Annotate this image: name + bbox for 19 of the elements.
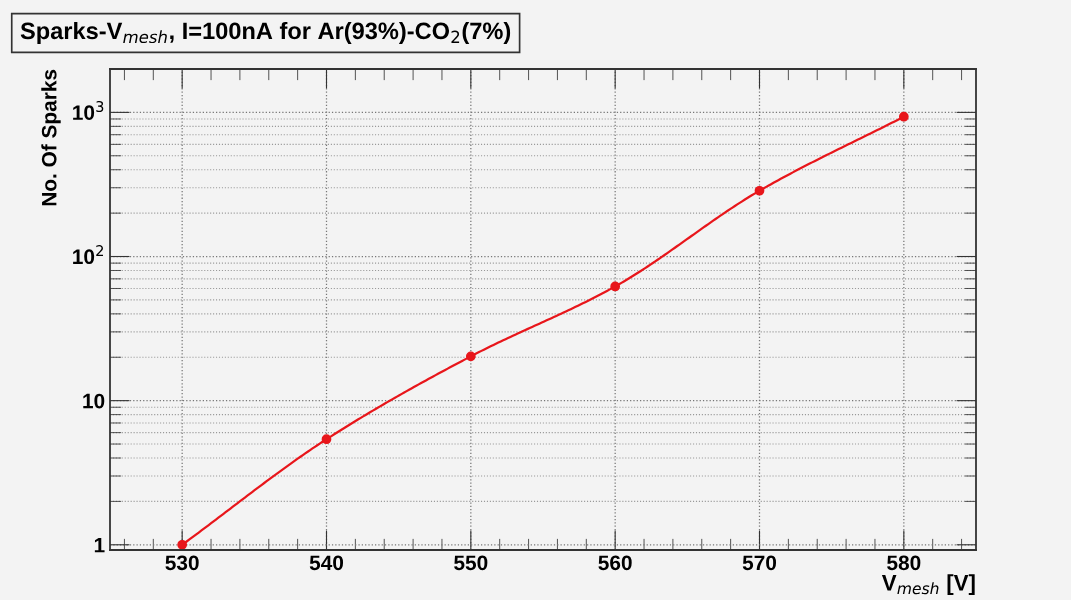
point [321,434,332,445]
chart-title: Sparks-V$_{mesh}$, I=100nA for Ar(93%)-CO$_{2}$(7%) [20,21,511,44]
y-axis-title: No. Of Sparks [41,69,61,206]
y-tick-label: 10$^{3}$ [73,100,104,120]
point [177,539,188,550]
y-tick-label: 1 [94,538,105,553]
y-tick-label: 10 [83,393,105,409]
y-tick-label: 10$^{2}$ [73,245,103,265]
x-axis-title: V$_{mesh}$ [V] [881,574,975,595]
point [898,111,909,122]
x-tick-label: 560 [598,555,632,571]
x-tick-label: 540 [309,555,344,571]
x-tick-label: 550 [454,555,488,571]
point [465,351,476,362]
point [610,281,621,292]
x-tick-label: 530 [165,555,199,571]
x-tick-label: 580 [887,555,921,571]
x-tick-label: 570 [742,555,777,571]
point [754,185,765,196]
